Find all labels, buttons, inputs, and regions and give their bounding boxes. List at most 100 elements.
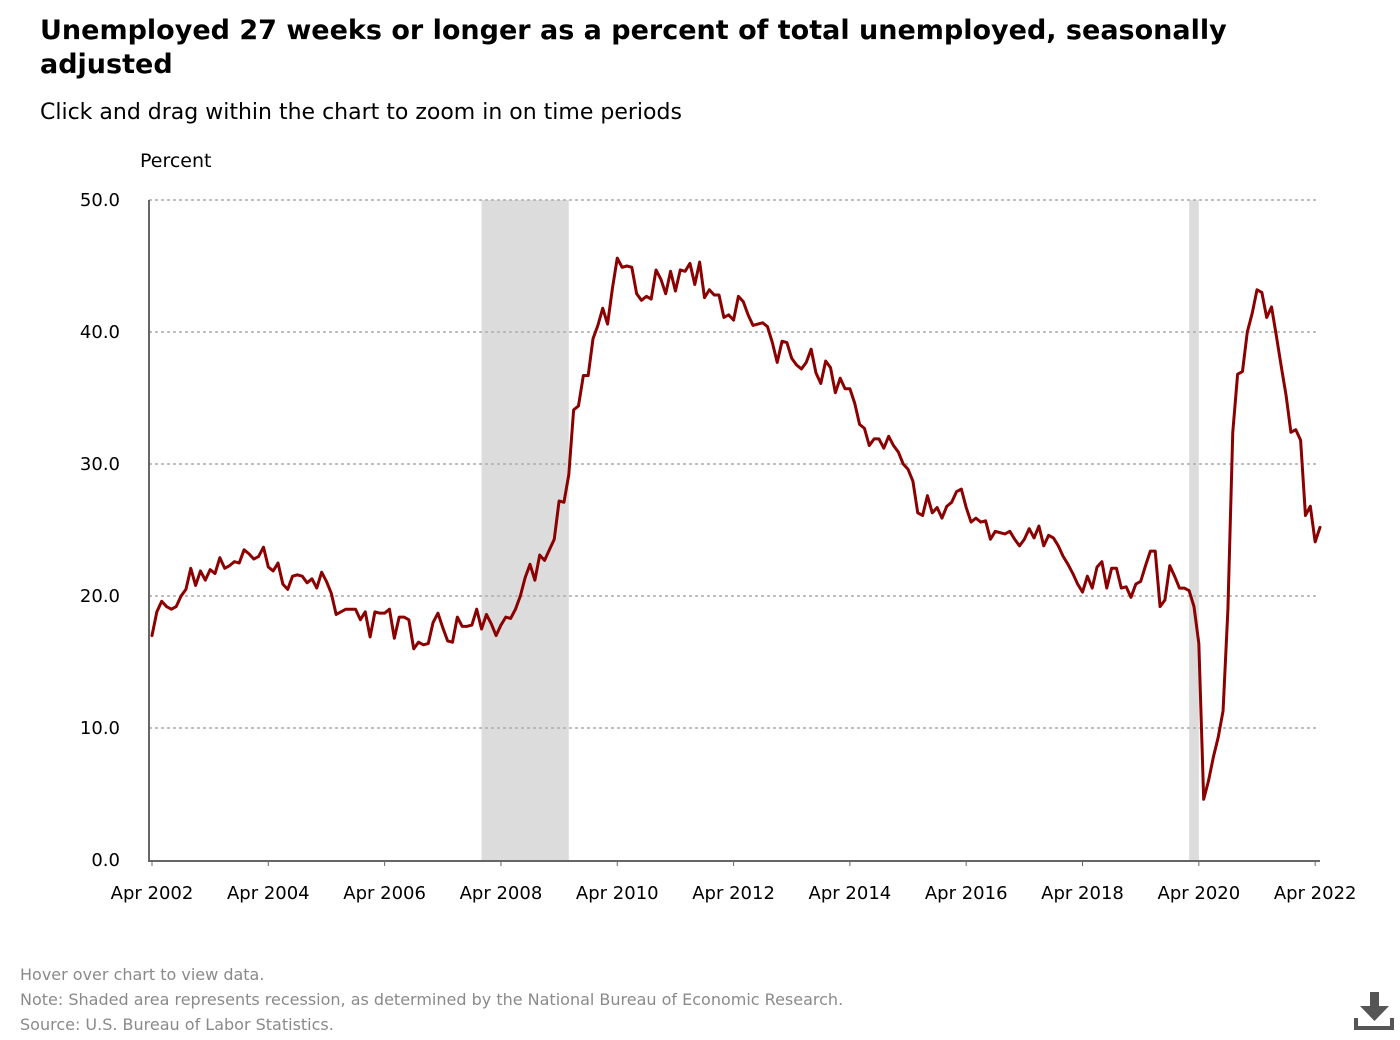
- data-point[interactable]: [566, 472, 572, 478]
- data-point[interactable]: [634, 291, 640, 297]
- data-point[interactable]: [246, 551, 252, 557]
- data-point[interactable]: [614, 255, 620, 261]
- data-point[interactable]: [512, 606, 518, 612]
- data-point[interactable]: [435, 610, 441, 616]
- data-point[interactable]: [546, 547, 552, 553]
- data-point[interactable]: [731, 317, 737, 323]
- data-point[interactable]: [605, 321, 611, 327]
- data-point[interactable]: [537, 552, 543, 558]
- data-point[interactable]: [207, 567, 213, 573]
- data-point[interactable]: [1206, 778, 1212, 784]
- data-point[interactable]: [411, 646, 417, 652]
- data-point[interactable]: [197, 568, 203, 574]
- data-point[interactable]: [1080, 589, 1086, 595]
- data-point[interactable]: [1259, 289, 1265, 295]
- data-point[interactable]: [474, 606, 480, 612]
- data-point[interactable]: [590, 336, 596, 342]
- data-point[interactable]: [828, 365, 834, 371]
- data-point[interactable]: [1162, 597, 1168, 603]
- data-point[interactable]: [881, 445, 887, 451]
- data-point[interactable]: [1244, 329, 1250, 335]
- data-point[interactable]: [658, 276, 664, 282]
- data-point[interactable]: [270, 568, 276, 574]
- data-point[interactable]: [934, 505, 940, 511]
- data-point[interactable]: [1138, 578, 1144, 584]
- data-point[interactable]: [1269, 304, 1275, 310]
- data-point[interactable]: [668, 268, 674, 274]
- data-point[interactable]: [178, 593, 184, 599]
- data-point[interactable]: [353, 606, 359, 612]
- data-point[interactable]: [920, 512, 926, 518]
- data-point[interactable]: [328, 590, 334, 596]
- data-point[interactable]: [944, 503, 950, 509]
- data-point[interactable]: [386, 606, 392, 612]
- data-point[interactable]: [517, 593, 523, 599]
- data-point[interactable]: [1298, 437, 1304, 443]
- data-point[interactable]: [697, 259, 703, 265]
- data-point[interactable]: [382, 610, 388, 616]
- data-point[interactable]: [818, 380, 824, 386]
- data-point[interactable]: [275, 560, 281, 566]
- data-point[interactable]: [1026, 526, 1032, 532]
- data-point[interactable]: [265, 564, 271, 570]
- data-point[interactable]: [629, 264, 635, 270]
- data-point[interactable]: [1104, 585, 1110, 591]
- data-point[interactable]: [483, 611, 489, 617]
- data-point[interactable]: [367, 634, 373, 640]
- data-point[interactable]: [794, 362, 800, 368]
- data-point[interactable]: [236, 560, 242, 566]
- data-point[interactable]: [973, 515, 979, 521]
- data-point[interactable]: [789, 355, 795, 361]
- data-point[interactable]: [1021, 536, 1027, 542]
- data-point[interactable]: [808, 346, 814, 352]
- data-point[interactable]: [159, 598, 165, 604]
- data-point[interactable]: [425, 641, 431, 647]
- data-point[interactable]: [726, 312, 732, 318]
- data-point[interactable]: [813, 370, 819, 376]
- data-point[interactable]: [561, 499, 567, 505]
- data-point[interactable]: [929, 510, 935, 516]
- data-point[interactable]: [1055, 543, 1061, 549]
- data-point[interactable]: [522, 575, 528, 581]
- data-point[interactable]: [1293, 427, 1299, 433]
- data-point[interactable]: [837, 375, 843, 381]
- data-point[interactable]: [319, 569, 325, 575]
- download-button[interactable]: [1350, 988, 1398, 1036]
- data-point[interactable]: [1239, 369, 1245, 375]
- data-point[interactable]: [1157, 604, 1163, 610]
- data-point[interactable]: [1012, 536, 1018, 542]
- data-point[interactable]: [362, 609, 368, 615]
- data-point[interactable]: [527, 561, 533, 567]
- data-point[interactable]: [905, 466, 911, 472]
- data-point[interactable]: [241, 547, 247, 553]
- data-point[interactable]: [1210, 754, 1216, 760]
- data-point[interactable]: [760, 320, 766, 326]
- data-point[interactable]: [968, 519, 974, 525]
- data-point[interactable]: [1225, 606, 1231, 612]
- data-point[interactable]: [314, 585, 320, 591]
- data-point[interactable]: [1050, 535, 1056, 541]
- data-point[interactable]: [1191, 604, 1197, 610]
- data-point[interactable]: [357, 617, 363, 623]
- data-point[interactable]: [861, 425, 867, 431]
- data-point[interactable]: [406, 617, 412, 623]
- data-point[interactable]: [1215, 734, 1221, 740]
- data-point[interactable]: [823, 358, 829, 364]
- data-point[interactable]: [1167, 563, 1173, 569]
- data-point[interactable]: [774, 359, 780, 365]
- data-point[interactable]: [1070, 571, 1076, 577]
- data-point[interactable]: [682, 268, 688, 274]
- data-point[interactable]: [866, 443, 872, 449]
- data-point[interactable]: [638, 297, 644, 303]
- data-point[interactable]: [1172, 573, 1178, 579]
- data-point[interactable]: [891, 443, 897, 449]
- data-point[interactable]: [256, 553, 262, 559]
- data-point[interactable]: [1089, 585, 1095, 591]
- data-point[interactable]: [1249, 311, 1255, 317]
- data-point[interactable]: [687, 260, 693, 266]
- data-point[interactable]: [648, 296, 654, 302]
- data-point[interactable]: [1007, 528, 1013, 534]
- data-point[interactable]: [309, 576, 315, 582]
- data-point[interactable]: [910, 478, 916, 484]
- data-point[interactable]: [323, 578, 329, 584]
